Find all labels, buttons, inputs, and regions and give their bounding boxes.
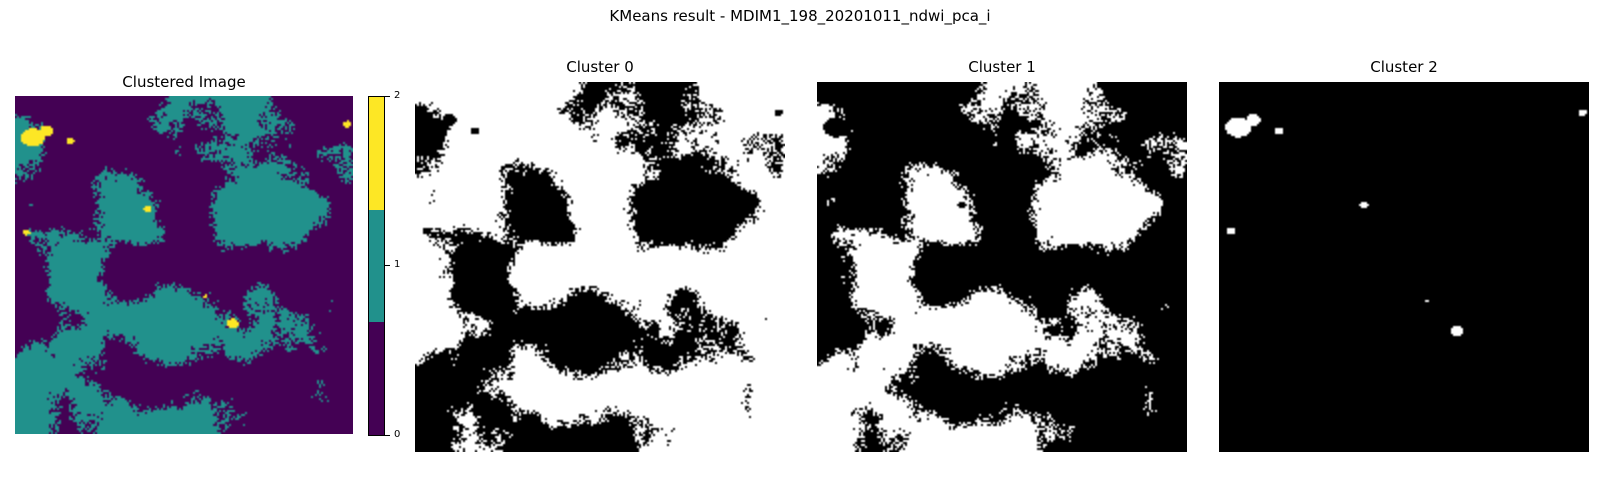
colorbar-tick-label: 0 [394, 429, 401, 440]
cluster-1-title: Cluster 1 [968, 58, 1036, 76]
cluster-1-canvas [817, 82, 1187, 452]
colorbar-tick-mark [385, 265, 390, 266]
colorbar-tick-mark [385, 96, 390, 97]
colorbar-segment-1 [369, 209, 384, 323]
figure-suptitle: KMeans result - MDIM1_198_20201011_ndwi_… [609, 7, 991, 25]
cluster-2-canvas [1219, 82, 1589, 452]
cluster-0-canvas [415, 82, 785, 452]
cluster-0-image [415, 82, 785, 452]
clustered-image-title: Clustered Image [122, 73, 246, 91]
colorbar-segment-2 [369, 97, 384, 210]
colorbar-tick-mark [385, 435, 390, 436]
colorbar-segment-0 [369, 322, 384, 435]
colorbar-tick-label: 2 [394, 90, 401, 101]
cluster-2-image [1219, 82, 1589, 452]
cluster-1-image [817, 82, 1187, 452]
colorbar [368, 96, 385, 436]
cluster-2-title: Cluster 2 [1370, 58, 1438, 76]
cluster-0-title: Cluster 0 [566, 58, 634, 76]
clustered-image [15, 96, 353, 434]
colorbar-tick-label: 1 [394, 259, 401, 270]
clustered-image-canvas [15, 96, 353, 434]
